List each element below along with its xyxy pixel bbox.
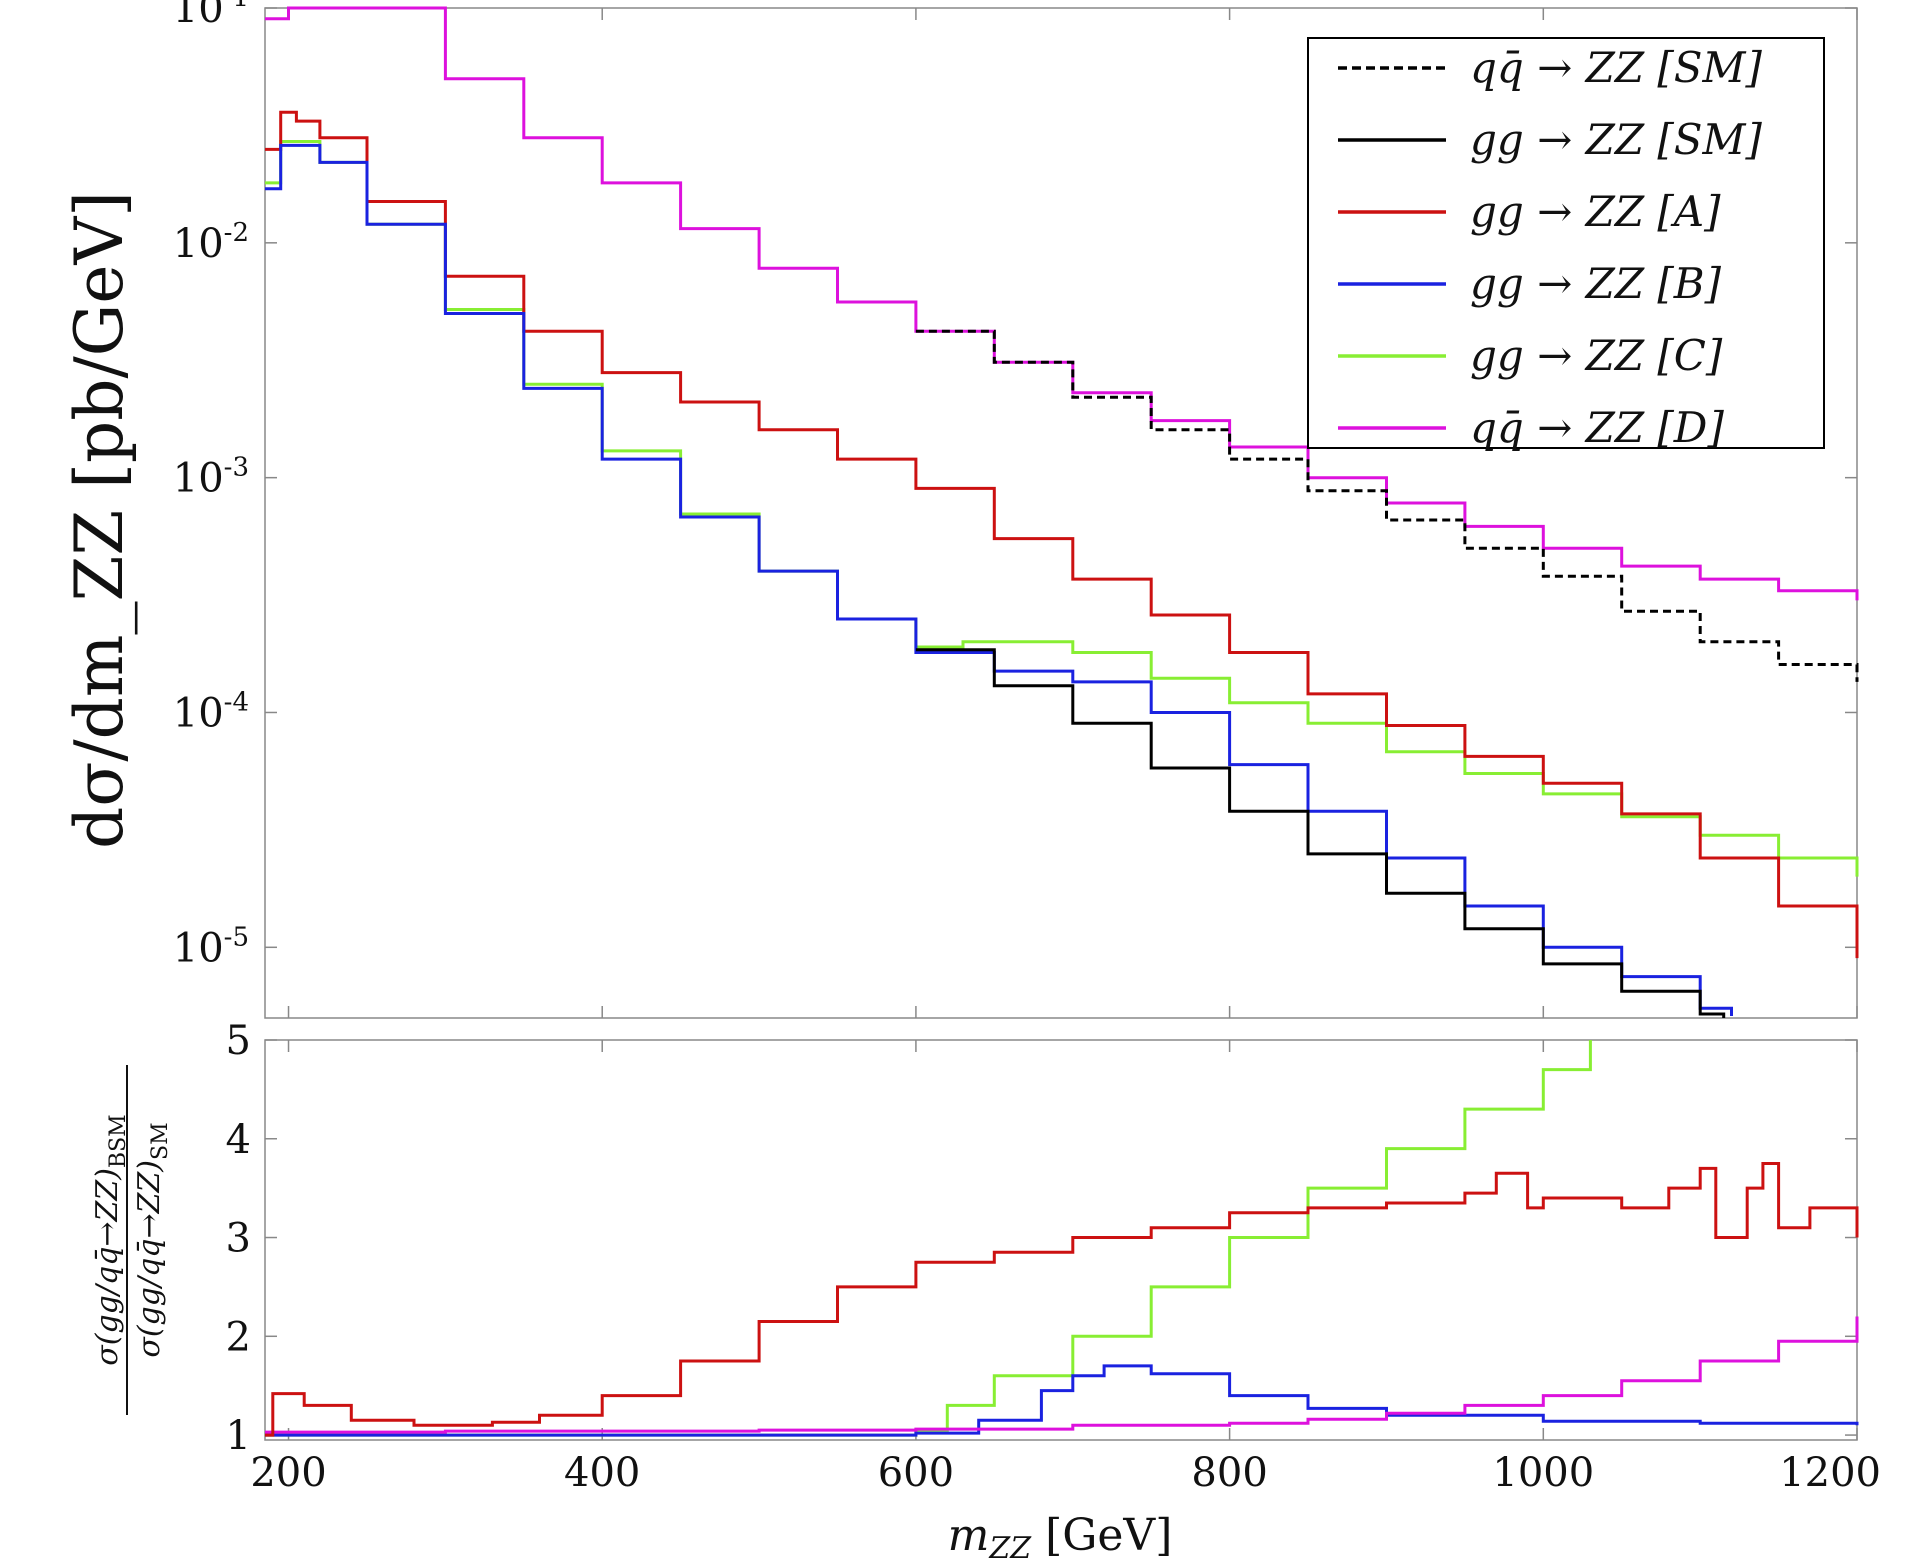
main-y-axis-label: dσ/dm_ZZ [pb/GeV] [61, 191, 138, 849]
ratio-y-tick-label: 5 [226, 1018, 251, 1064]
main-y-tick-label: 10-1 [173, 0, 249, 32]
legend-label-gg_a: gg → ZZ [A] [1470, 187, 1721, 236]
x-axis-label: mZZ [GeV] [948, 1510, 1173, 1562]
main-series-group [265, 6, 1859, 1018]
ratio-series-gg_b [265, 1364, 1859, 1437]
main-y-tick-base: 10 [173, 221, 224, 267]
main-y-tick-exponent: -1 [224, 0, 249, 13]
ratio-series-qq_d [265, 1316, 1859, 1434]
main-y-tick-label: 10-4 [173, 687, 249, 736]
x-tick-label: 1000 [1492, 1450, 1594, 1496]
main-panel: 10-110-210-310-410-5 dσ/dm_ZZ [pb/GeV] [61, 0, 1859, 1019]
ratio-series-group [265, 1040, 1859, 1437]
main-y-ticks: 10-110-210-310-410-5 [173, 0, 1857, 971]
main-y-tick-exponent: -2 [224, 218, 249, 248]
legend-box [1307, 37, 1825, 449]
x-axis-label-sub: ZZ [988, 1531, 1032, 1562]
main-panel-frame [264, 7, 1858, 1019]
ratio-y-tick-label: 4 [226, 1117, 251, 1163]
x-tick-label: 200 [250, 1450, 326, 1496]
x-tick-label: 400 [564, 1450, 640, 1496]
ratio-label-denominator: σ(gg/qq̄→ZZ)SM [132, 1122, 173, 1357]
ratio-series-gg_a [265, 1162, 1859, 1437]
legend-items: qq̄ → ZZ [SM] gg → ZZ [SM] gg → ZZ [A] gg →… [1338, 43, 1763, 452]
ratio-y-ticks: 1 2 3 4 5 [226, 1018, 1857, 1459]
main-y-tick-base: 10 [173, 690, 224, 736]
ratio-num-text: σ(gg/qq̄→ZZ) [90, 1168, 125, 1366]
main-y-tick-exponent: -4 [224, 687, 249, 717]
ratio-den-sub: SM [148, 1122, 173, 1160]
legend-label-qq_d: qq̄ → ZZ [D] [1470, 403, 1724, 452]
legend-label-qq_sm: qq̄ → ZZ [SM] [1470, 43, 1763, 92]
ratio-y-tick-label: 1 [226, 1413, 251, 1459]
legend-label-gg_sm: gg → ZZ [SM] [1470, 115, 1763, 164]
main-y-tick-label: 10-3 [173, 453, 249, 502]
main-y-tick-label: 10-5 [173, 922, 249, 971]
ratio-series-gg_c [265, 1040, 1592, 1437]
legend-label-gg_b: gg → ZZ [B] [1470, 259, 1722, 308]
main-y-tick-base: 10 [173, 0, 224, 32]
main-series-gg_sm [915, 648, 1726, 1018]
ratio-x-ticks: 200 400 600 800 1000 1200 [250, 1040, 1881, 1496]
main-y-tick-label: 10-2 [173, 218, 249, 267]
ratio-y-tick-label: 2 [226, 1314, 251, 1360]
legend: qq̄ → ZZ [SM] gg → ZZ [SM] gg → ZZ [A] gg →… [1307, 37, 1825, 452]
x-axis-label-m: m [948, 1510, 990, 1561]
main-series-qq_d [265, 6, 1859, 601]
main-y-tick-base: 10 [173, 456, 224, 502]
x-axis-label-unit: [GeV] [1031, 1510, 1172, 1561]
x-tick-label: 600 [878, 1450, 954, 1496]
main-series-qq_sm [915, 329, 1859, 682]
ratio-y-axis-label: σ(gg/qq̄→ZZ)BSM σ(gg/qq̄→ZZ)SM [90, 1065, 173, 1415]
x-tick-label: 1200 [1779, 1450, 1881, 1496]
ratio-y-tick-label: 3 [226, 1216, 251, 1262]
legend-label-gg_c: gg → ZZ [C] [1470, 331, 1723, 380]
x-tick-label: 800 [1191, 1450, 1267, 1496]
main-y-tick-exponent: -5 [224, 922, 249, 952]
ratio-panel: 1 2 3 4 5 200 400 600 800 1000 1200 σ(gg/qq̄→ZZ)B… [90, 1018, 1881, 1562]
ratio-panel-frame [264, 1039, 1858, 1441]
main-y-tick-base: 10 [173, 925, 224, 971]
main-y-tick-exponent: -3 [224, 453, 249, 483]
ratio-label-numerator: σ(gg/qq̄→ZZ)BSM [90, 1114, 131, 1365]
ratio-den-text: σ(gg/qq̄→ZZ) [132, 1160, 167, 1358]
main-series-gg_b [265, 143, 1733, 1016]
